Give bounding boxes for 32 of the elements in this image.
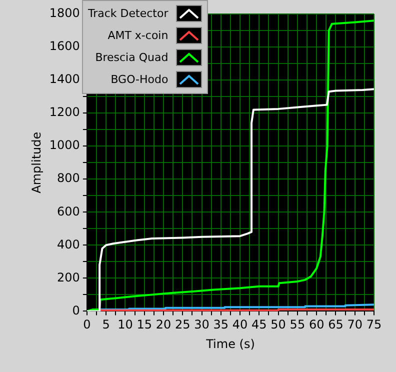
x-tick-label: 25 (174, 318, 190, 332)
legend-label: Brescia Quad (95, 50, 168, 64)
y-tick-label: 1400 (49, 72, 80, 86)
y-tick-label: 600 (57, 204, 80, 218)
x-tick-label: 60 (308, 318, 324, 332)
x-tick-label: 0 (83, 318, 91, 332)
x-tick-label: 10 (118, 318, 133, 332)
x-tick-label: 35 (213, 318, 229, 332)
x-axis-title: Time (s) (205, 336, 255, 351)
x-tick-label: 65 (328, 318, 344, 332)
x-tick-label: 70 (347, 318, 363, 332)
y-tick-label: 800 (57, 171, 80, 186)
x-tick-label: 15 (136, 318, 152, 332)
legend-label: BGO-Hodo (110, 72, 168, 86)
y-tick-label: 200 (57, 270, 80, 284)
y-tick-label: 1600 (49, 39, 80, 54)
y-tick-label: 0 (72, 303, 80, 318)
legend-label: AMT x-coin (108, 28, 168, 42)
x-tick-label: 5 (102, 318, 110, 332)
x-tick-label: 55 (290, 318, 306, 332)
y-tick-label: 1200 (49, 105, 80, 120)
x-tick-label: 50 (270, 318, 286, 332)
x-tick-label: 75 (366, 318, 382, 332)
y-tick-label: 1000 (49, 138, 80, 152)
x-tick-label: 30 (194, 318, 210, 332)
y-axis-title: Amplitude (29, 132, 44, 194)
x-tick-label: 45 (252, 318, 267, 332)
legend-label: Track Detector (88, 6, 168, 20)
x-tick-label: 20 (156, 318, 172, 332)
x-tick-label: 40 (232, 318, 248, 332)
y-tick-label: 1800 (49, 6, 80, 20)
y-tick-label: 400 (57, 237, 80, 252)
